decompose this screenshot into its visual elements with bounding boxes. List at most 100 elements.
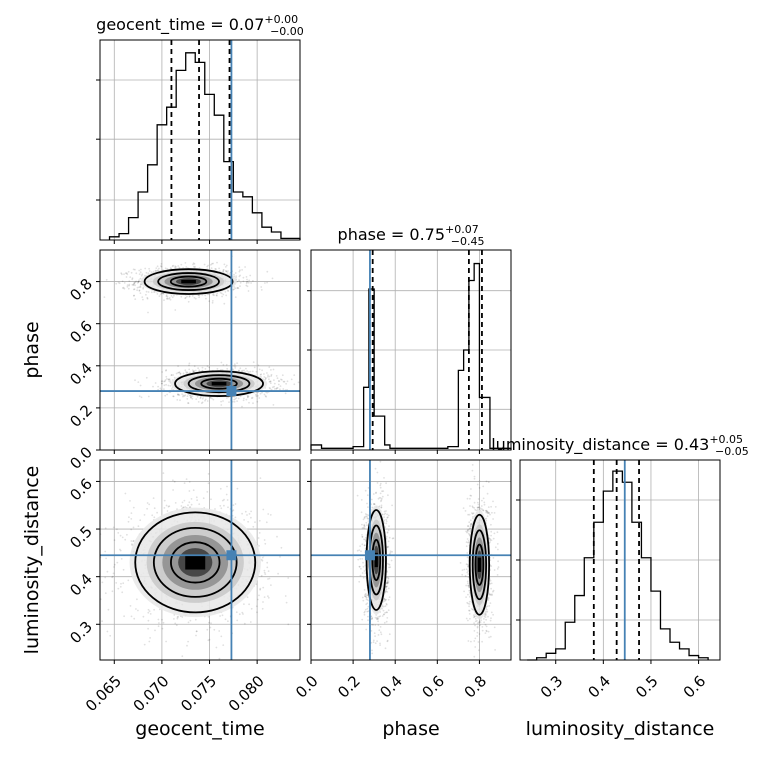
sample-point <box>219 487 222 490</box>
sample-point <box>189 506 192 508</box>
sample-point <box>236 362 239 364</box>
sample-point <box>287 577 290 579</box>
sample-point <box>164 380 166 383</box>
sample-point <box>258 545 260 547</box>
sample-point <box>381 490 383 493</box>
sample-point <box>226 485 228 488</box>
sample-point <box>266 561 269 564</box>
sample-point <box>157 618 160 621</box>
sample-point <box>374 635 376 638</box>
sample-point <box>167 505 170 508</box>
sample-point <box>176 617 179 620</box>
sample-point <box>234 516 237 519</box>
sample-point <box>154 629 156 632</box>
sample-point <box>174 266 176 269</box>
sample-point <box>235 276 237 279</box>
sample-point <box>241 369 244 372</box>
sample-point <box>166 378 168 380</box>
sample-point <box>386 640 389 643</box>
sample-point <box>360 550 362 553</box>
sample-point <box>385 620 388 623</box>
sample-point <box>178 371 181 374</box>
sample-point <box>367 610 370 613</box>
sample-point <box>133 288 135 291</box>
sample-point <box>162 472 165 474</box>
histogram-phase <box>310 262 512 450</box>
sample-point <box>366 602 369 605</box>
sample-point <box>195 630 198 633</box>
sample-point <box>89 525 91 527</box>
sample-point <box>161 380 164 382</box>
sample-point <box>119 549 122 552</box>
sample-point <box>103 296 106 298</box>
sample-point <box>236 287 239 289</box>
sample-point <box>219 615 222 617</box>
sample-point <box>258 368 261 371</box>
sample-point <box>237 287 240 290</box>
sample-point <box>255 370 258 373</box>
sample-point <box>259 588 261 591</box>
sample-point <box>245 367 247 370</box>
sample-point <box>113 563 116 566</box>
sample-point <box>257 537 260 539</box>
sample-point <box>101 581 104 584</box>
sample-point <box>246 394 249 397</box>
sample-point <box>188 362 191 365</box>
sample-point <box>270 369 272 371</box>
sample-point <box>284 595 287 597</box>
sample-point <box>379 642 381 645</box>
sample-point <box>157 269 159 272</box>
sample-point <box>266 281 268 284</box>
sample-point <box>225 270 228 273</box>
sample-point <box>236 487 239 490</box>
sample-point <box>220 292 223 295</box>
sample-point <box>215 646 218 649</box>
sample-point <box>252 361 255 364</box>
sample-point <box>262 601 264 603</box>
sample-point <box>364 515 367 518</box>
sample-point <box>169 267 172 269</box>
sample-point <box>125 272 128 275</box>
sample-point <box>370 630 373 632</box>
histogram-geocent_time <box>108 52 301 240</box>
sample-point <box>121 591 124 594</box>
sample-point <box>184 297 187 300</box>
sample-point <box>144 267 147 270</box>
sample-point <box>147 611 150 614</box>
sample-point <box>239 367 242 370</box>
sample-point <box>186 395 189 397</box>
sample-point <box>250 397 253 400</box>
sample-point <box>126 285 129 288</box>
sample-point <box>385 585 388 588</box>
sample-point <box>272 404 275 406</box>
sample-point <box>208 621 210 624</box>
sample-point <box>243 519 246 521</box>
sample-point <box>372 639 375 642</box>
sample-point <box>134 284 137 287</box>
sample-point <box>115 282 118 285</box>
sample-point <box>164 379 167 381</box>
sample-point <box>364 538 367 541</box>
sample-point <box>170 388 173 390</box>
sample-point <box>194 618 197 621</box>
sample-point <box>157 625 160 628</box>
sample-point <box>172 264 175 267</box>
sample-point <box>222 400 224 402</box>
sample-point <box>192 265 195 268</box>
sample-point <box>135 280 138 283</box>
sample-point <box>273 382 276 385</box>
sample-point <box>249 274 252 277</box>
sample-point <box>206 365 209 368</box>
sample-point <box>176 616 179 618</box>
sample-point <box>386 585 388 588</box>
sample-point <box>366 517 369 519</box>
sample-point <box>119 534 122 537</box>
contour-line <box>134 511 257 614</box>
sample-point <box>268 378 270 381</box>
sample-point <box>264 377 267 380</box>
sample-point <box>239 285 241 287</box>
sample-point <box>206 628 209 631</box>
sample-point <box>132 540 135 542</box>
sample-point <box>183 482 186 484</box>
